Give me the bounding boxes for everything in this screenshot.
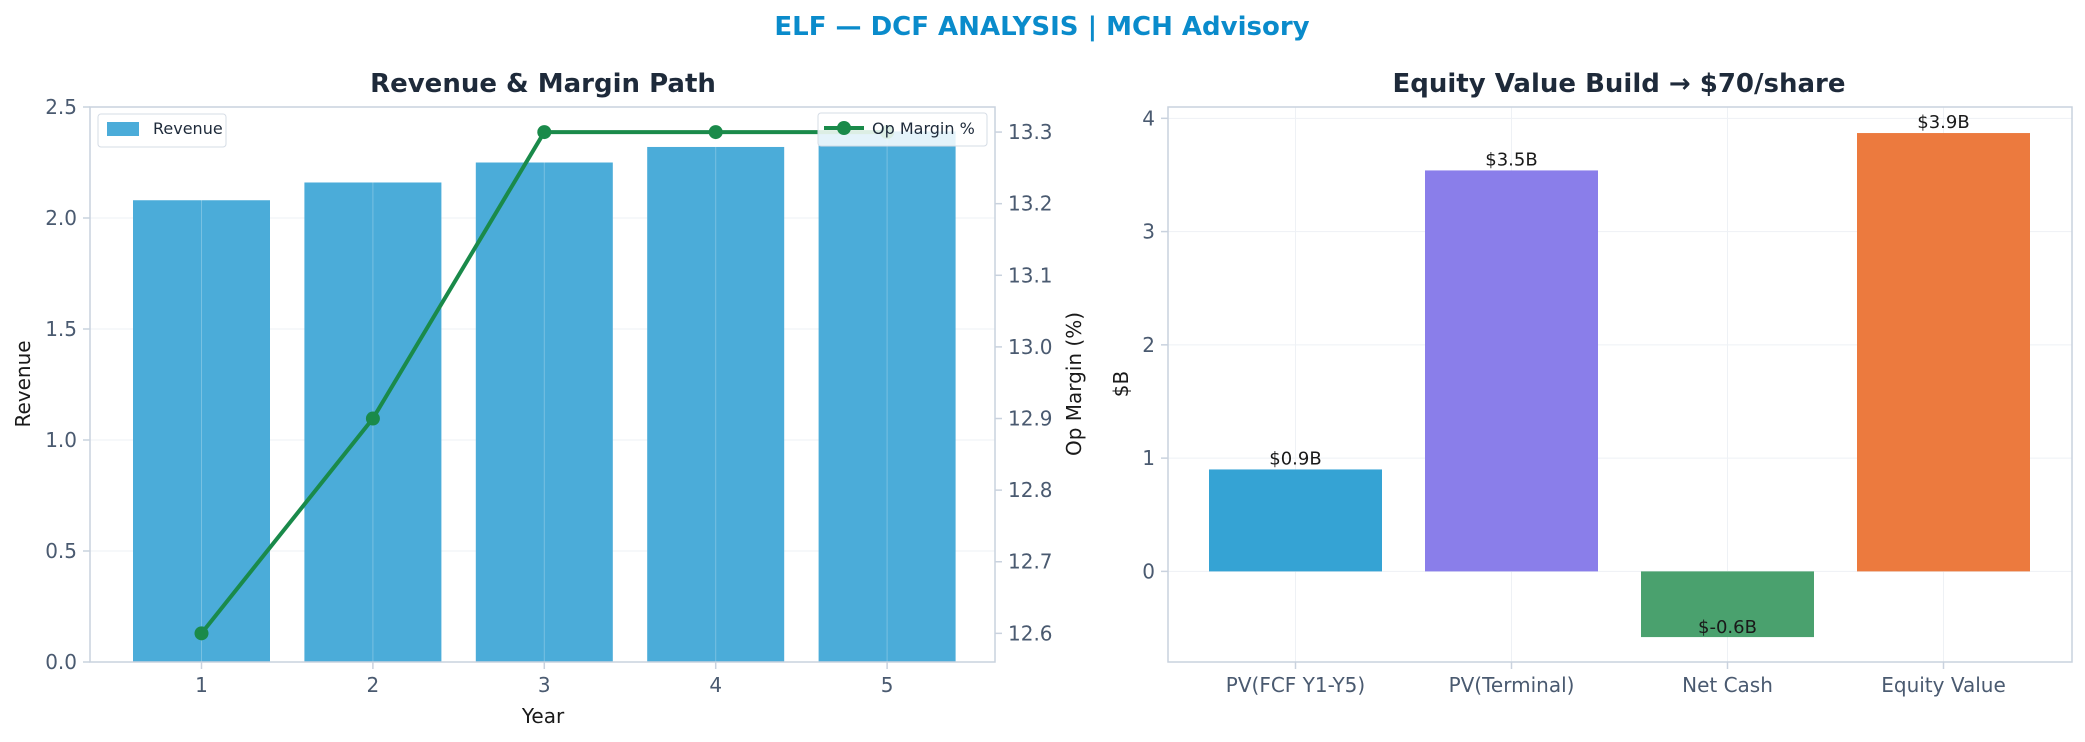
right-chart-y-tick-label: 2 [1142, 333, 1155, 357]
left-x-tick-label: 3 [538, 673, 551, 697]
left-y-axis-label: Revenue [11, 340, 35, 427]
left-plot-frame [89, 106, 996, 663]
right-y-tick-label: 13.1 [1008, 263, 1053, 287]
equity-data-label: $-0.6B [1698, 617, 1757, 638]
equity-bars [1209, 133, 2030, 638]
right-chart-x-tick-label: PV(FCF Y1-Y5) [1226, 673, 1365, 697]
op-margin-point [537, 125, 552, 140]
right-y-tick-label: 13.2 [1008, 192, 1053, 216]
revenue-legend-swatch [107, 122, 139, 136]
right-chart-y-tick-label: 1 [1142, 446, 1155, 470]
op-margin-legend: Op Margin % [817, 112, 988, 147]
right-chart-y-tick-label: 4 [1142, 106, 1155, 130]
right-chart-title: Equity Value Build → $70/share [1393, 69, 1846, 99]
equity-value-chart: 0 1 2 3 4 PV(FCF Y1-Y5) PV(Terminal) Net Cash Eq… [1109, 69, 2073, 697]
right-chart-x-tick-label: Net Cash [1682, 673, 1773, 697]
left-x-axis-label: Year [521, 704, 565, 728]
equity-bar [1209, 469, 1382, 572]
right-chart-x-tick-label: PV(Terminal) [1449, 673, 1575, 697]
equity-data-labels: $0.9B $3.5B $-0.6B $3.9B [1269, 112, 1969, 638]
equity-bar [1425, 170, 1598, 572]
equity-data-label: $3.9B [1917, 112, 1969, 133]
op-margin-legend-label: Op Margin % [872, 119, 975, 138]
right-chart-y-axis-label: $B [1109, 371, 1133, 397]
left-x-tick-label: 4 [709, 673, 722, 697]
op-margin-legend-frame [817, 112, 988, 147]
left-y-tick-label: 1.5 [45, 317, 77, 341]
left-x-tick-label: 1 [195, 673, 208, 697]
revenue-bar [647, 146, 785, 662]
right-axes: 0 1 2 3 4 PV(FCF Y1-Y5) PV(Terminal) Net Cash Eq… [1142, 106, 2073, 697]
left-y-tick-label: 0.5 [45, 539, 77, 563]
left-y-tick-label: 2.0 [45, 206, 77, 230]
equity-data-label: $0.9B [1269, 448, 1321, 469]
revenue-margin-chart: 0.00.51.01.52.02.512.612.712.812.913.013… [11, 69, 1086, 728]
right-y-tick-label: 12.7 [1008, 550, 1053, 574]
equity-data-label: $3.5B [1485, 149, 1537, 170]
revenue-bar [475, 162, 613, 662]
left-y-tick-label: 0.0 [45, 650, 77, 674]
right-y-tick-label: 12.9 [1008, 407, 1053, 431]
revenue-legend: Revenue [97, 113, 227, 148]
right-y-tick-label: 13.3 [1008, 120, 1053, 144]
figure-suptitle: ELF — DCF ANALYSIS | MCH Advisory [774, 12, 1309, 42]
right-y-axis-label: Op Margin (%) [1062, 312, 1086, 456]
right-y-tick-label: 12.6 [1008, 621, 1053, 645]
right-chart-y-tick-label: 0 [1142, 559, 1155, 583]
right-chart-y-tick-label: 3 [1142, 220, 1155, 244]
equity-bar [1857, 133, 2030, 572]
revenue-legend-label: Revenue [153, 119, 223, 138]
left-x-tick-label: 5 [881, 673, 894, 697]
left-y-tick-label: 2.5 [45, 95, 77, 119]
left-x-tick-label: 2 [367, 673, 380, 697]
op-margin-legend-marker [837, 121, 851, 135]
revenue-bar [133, 200, 270, 663]
revenue-bars [133, 107, 956, 663]
left-chart-title: Revenue & Margin Path [370, 69, 716, 99]
revenue-bar [818, 131, 956, 663]
right-plot-frame [1167, 106, 2073, 663]
right-y-tick-label: 13.0 [1008, 335, 1053, 359]
op-margin-point [708, 125, 723, 140]
left-axes: 0.00.51.01.52.02.512.612.712.812.913.013… [45, 95, 1052, 697]
op-margin-point [194, 626, 209, 641]
right-chart-x-tick-label: Equity Value [1881, 673, 2006, 697]
right-y-tick-label: 12.8 [1008, 478, 1053, 502]
op-margin-point [365, 411, 380, 426]
equity-bar [1641, 571, 1814, 638]
left-y-tick-label: 1.0 [45, 428, 77, 452]
